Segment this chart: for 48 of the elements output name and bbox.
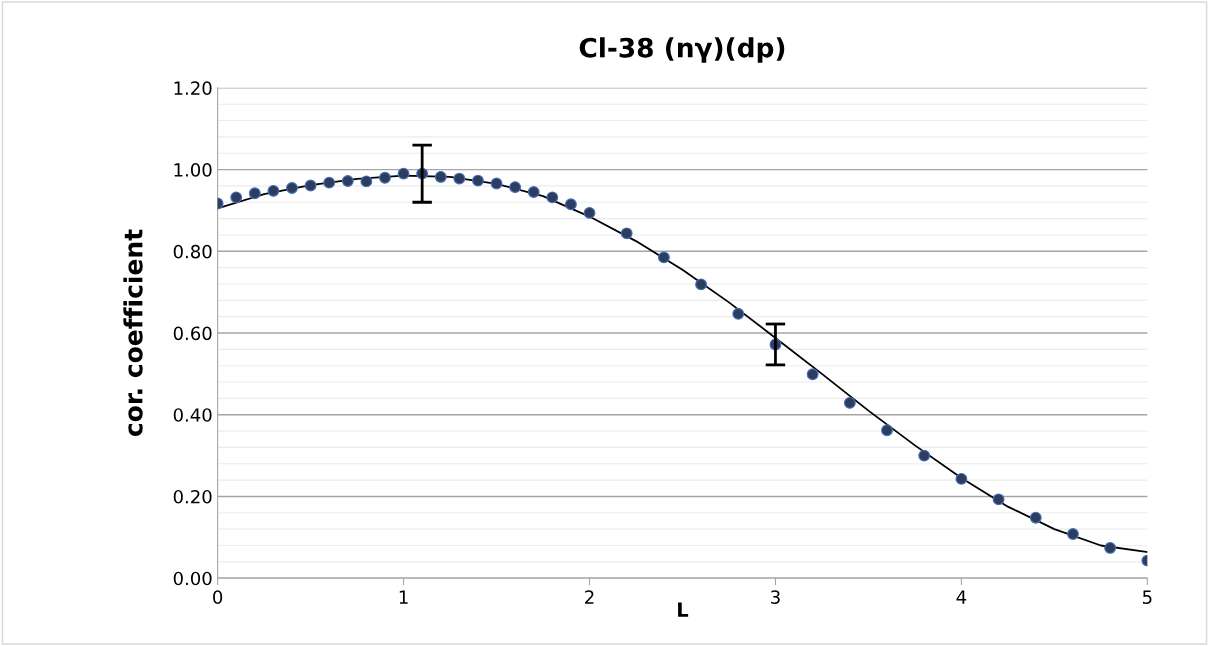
point bbox=[360, 175, 373, 188]
x-tick-label: 4 bbox=[956, 590, 967, 604]
point bbox=[509, 181, 522, 194]
point bbox=[1104, 541, 1117, 554]
point bbox=[992, 493, 1005, 506]
y-tick-label: 0.80 bbox=[173, 244, 212, 259]
point bbox=[546, 191, 559, 204]
point bbox=[490, 177, 503, 190]
point bbox=[453, 172, 466, 185]
x-tick-label: 0 bbox=[213, 590, 223, 604]
point bbox=[304, 179, 317, 192]
point bbox=[434, 170, 447, 183]
x-axis-title: L bbox=[678, 602, 689, 617]
x-tick-label: 5 bbox=[1142, 590, 1152, 604]
point bbox=[379, 171, 391, 184]
point bbox=[527, 186, 540, 198]
point bbox=[806, 368, 819, 381]
point bbox=[657, 251, 670, 264]
point bbox=[341, 175, 354, 187]
point bbox=[1029, 511, 1042, 524]
point bbox=[397, 167, 410, 180]
point bbox=[248, 187, 261, 200]
point bbox=[472, 174, 484, 187]
y-axis-title: cor. coefficient bbox=[123, 229, 143, 437]
point bbox=[881, 424, 893, 437]
y-tick-label: 1.20 bbox=[174, 81, 212, 95]
y-tick-label: 0.60 bbox=[173, 326, 212, 341]
chart-title: Cl-38 (nγ)(dp) bbox=[579, 37, 785, 63]
point bbox=[918, 449, 931, 462]
point bbox=[564, 198, 577, 211]
y-tick-label: 0.40 bbox=[173, 408, 212, 422]
point bbox=[732, 307, 745, 320]
point bbox=[695, 278, 708, 291]
point bbox=[955, 472, 968, 485]
point bbox=[620, 227, 633, 240]
point bbox=[583, 206, 596, 219]
point bbox=[843, 396, 856, 409]
y-tick-label: 0.20 bbox=[173, 489, 212, 504]
y-tick-label: 0.00 bbox=[173, 571, 212, 586]
x-tick-label: 1 bbox=[399, 590, 408, 604]
x-tick-label: 3 bbox=[771, 590, 780, 604]
y-tick-label: 1.00 bbox=[174, 163, 212, 177]
point bbox=[230, 191, 243, 204]
point bbox=[267, 184, 280, 197]
x-tick-label: 2 bbox=[585, 590, 594, 604]
point bbox=[1067, 528, 1079, 540]
point bbox=[323, 176, 336, 189]
point bbox=[286, 182, 298, 194]
